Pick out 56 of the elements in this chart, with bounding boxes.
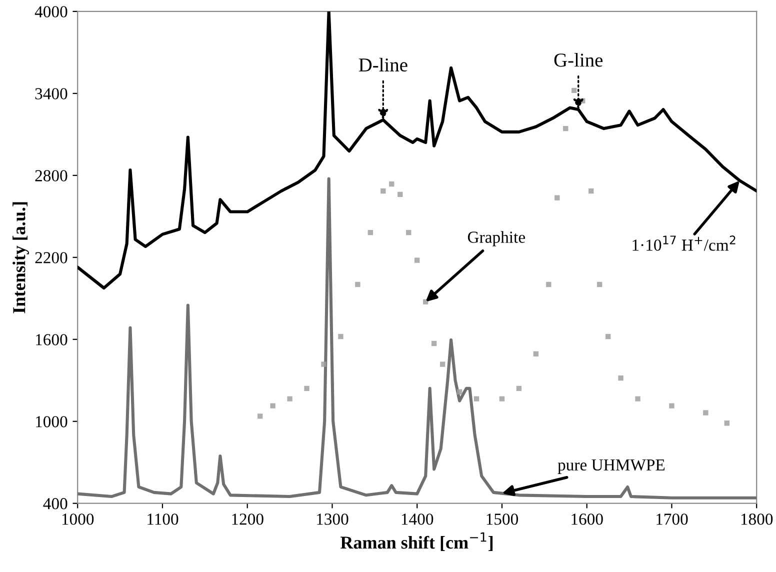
point bbox=[516, 386, 522, 392]
y-tick-label: 1600 bbox=[36, 334, 68, 346]
point bbox=[380, 188, 386, 194]
point bbox=[474, 396, 480, 402]
point bbox=[440, 362, 446, 367]
point bbox=[431, 340, 437, 346]
point bbox=[355, 282, 360, 288]
x-axis-title: Raman shift [cm$^{−1}$] bbox=[340, 532, 493, 551]
x-tick-label: 1100 bbox=[148, 514, 178, 525]
point bbox=[724, 420, 730, 426]
point bbox=[588, 188, 594, 194]
point bbox=[398, 192, 403, 198]
point bbox=[368, 230, 374, 236]
point bbox=[669, 403, 674, 408]
x-tick-label: 1600 bbox=[572, 514, 603, 525]
point bbox=[703, 410, 708, 416]
point bbox=[338, 334, 344, 340]
point bbox=[554, 195, 560, 200]
point bbox=[406, 230, 412, 236]
annotation: Graphite bbox=[468, 231, 525, 246]
point bbox=[389, 181, 394, 187]
point bbox=[533, 351, 539, 356]
point bbox=[414, 258, 420, 263]
point bbox=[563, 126, 568, 132]
point bbox=[456, 389, 462, 394]
x-tick-label: 1500 bbox=[486, 514, 518, 525]
y-tick-label: 3400 bbox=[35, 88, 68, 100]
point bbox=[572, 88, 577, 94]
x-tick-label: 1700 bbox=[656, 514, 688, 525]
x-tick-label: 1400 bbox=[402, 514, 434, 525]
x-tick-label: 1800 bbox=[741, 514, 773, 525]
point bbox=[605, 334, 611, 340]
point bbox=[270, 403, 276, 408]
point bbox=[321, 362, 326, 367]
point bbox=[596, 282, 602, 288]
y-tick-label: 1000 bbox=[36, 416, 68, 428]
y-tick-label: 2800 bbox=[35, 170, 68, 182]
point bbox=[546, 282, 552, 288]
point bbox=[635, 396, 640, 402]
x-tick-label: 1300 bbox=[317, 514, 348, 525]
annotation: 1·10$^{17}$ H$^{+}$/cm$^{2}$ bbox=[632, 236, 736, 251]
point bbox=[304, 386, 310, 392]
x-tick-label: 1200 bbox=[232, 514, 264, 525]
point bbox=[618, 375, 624, 381]
y-tick-label: 2200 bbox=[35, 252, 68, 264]
y-tick-label: 400 bbox=[43, 498, 68, 510]
y-tick-label: 4000 bbox=[34, 6, 68, 18]
x-tick-label: 1000 bbox=[62, 514, 94, 525]
point bbox=[287, 396, 292, 402]
annotation: D-line bbox=[358, 58, 408, 72]
point bbox=[499, 396, 505, 402]
annotation: G-line bbox=[554, 53, 603, 67]
line-series bbox=[78, 177, 757, 500]
point bbox=[257, 414, 263, 419]
y-axis-title: Intensity [a.u.] bbox=[12, 202, 29, 314]
annotation: pure UHMWPE bbox=[558, 459, 665, 474]
